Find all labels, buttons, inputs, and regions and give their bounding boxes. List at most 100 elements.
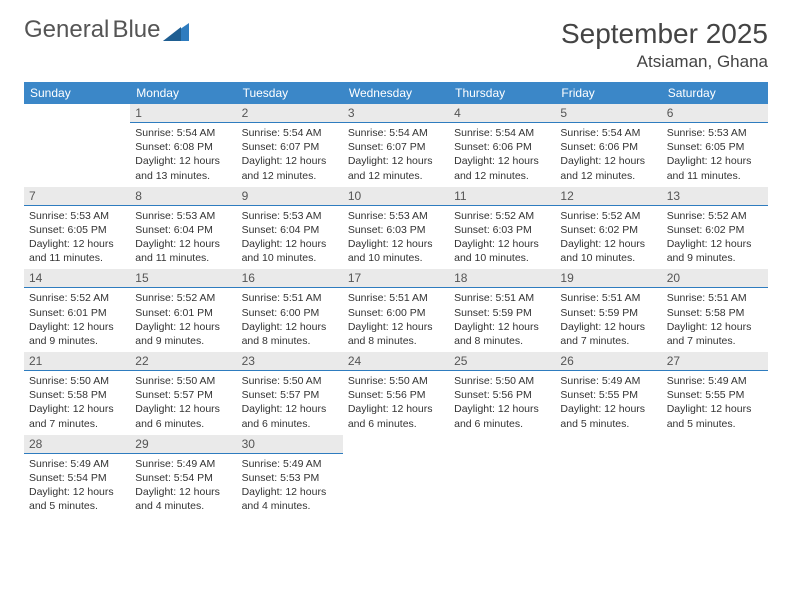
day-number: 1 (130, 104, 236, 123)
page-header: General Blue September 2025 Atsiaman, Gh… (24, 18, 768, 72)
day-number: 11 (449, 187, 555, 206)
day-details: Sunrise: 5:51 AMSunset: 5:59 PMDaylight:… (555, 288, 661, 352)
day-details: Sunrise: 5:49 AMSunset: 5:53 PMDaylight:… (237, 454, 343, 518)
month-title: September 2025 (561, 18, 768, 50)
day-number: 26 (555, 352, 661, 371)
day-number: 20 (662, 269, 768, 288)
day-number: 19 (555, 269, 661, 288)
day-number: 23 (237, 352, 343, 371)
weekday-header: Saturday (662, 82, 768, 104)
brand-name-2: Blue (112, 16, 160, 43)
calendar-cell: 27Sunrise: 5:49 AMSunset: 5:55 PMDayligh… (662, 352, 768, 435)
calendar-cell: .. (24, 104, 130, 187)
calendar-body: ..1Sunrise: 5:54 AMSunset: 6:08 PMDaylig… (24, 104, 768, 517)
weekday-header: Thursday (449, 82, 555, 104)
day-number: 24 (343, 352, 449, 371)
day-details: Sunrise: 5:54 AMSunset: 6:07 PMDaylight:… (343, 123, 449, 187)
calendar-cell: 16Sunrise: 5:51 AMSunset: 6:00 PMDayligh… (237, 269, 343, 352)
day-number: 6 (662, 104, 768, 123)
day-details: Sunrise: 5:54 AMSunset: 6:07 PMDaylight:… (237, 123, 343, 187)
calendar-cell: 14Sunrise: 5:52 AMSunset: 6:01 PMDayligh… (24, 269, 130, 352)
day-number: 25 (449, 352, 555, 371)
calendar-table: SundayMondayTuesdayWednesdayThursdayFrid… (24, 82, 768, 517)
calendar-cell: 22Sunrise: 5:50 AMSunset: 5:57 PMDayligh… (130, 352, 236, 435)
day-number: 2 (237, 104, 343, 123)
day-details: Sunrise: 5:49 AMSunset: 5:54 PMDaylight:… (24, 454, 130, 518)
day-number: 7 (24, 187, 130, 206)
calendar-header-row: SundayMondayTuesdayWednesdayThursdayFrid… (24, 82, 768, 104)
calendar-cell: 29Sunrise: 5:49 AMSunset: 5:54 PMDayligh… (130, 435, 236, 518)
calendar-cell: 13Sunrise: 5:52 AMSunset: 6:02 PMDayligh… (662, 187, 768, 270)
day-number: 5 (555, 104, 661, 123)
location-label: Atsiaman, Ghana (561, 52, 768, 72)
day-number: 8 (130, 187, 236, 206)
day-number: 13 (662, 187, 768, 206)
weekday-header: Wednesday (343, 82, 449, 104)
day-number: 16 (237, 269, 343, 288)
day-details: Sunrise: 5:51 AMSunset: 5:58 PMDaylight:… (662, 288, 768, 352)
day-number: 21 (24, 352, 130, 371)
day-details: Sunrise: 5:53 AMSunset: 6:03 PMDaylight:… (343, 206, 449, 270)
day-details: Sunrise: 5:50 AMSunset: 5:57 PMDaylight:… (130, 371, 236, 435)
day-number: 18 (449, 269, 555, 288)
day-details: Sunrise: 5:50 AMSunset: 5:56 PMDaylight:… (343, 371, 449, 435)
calendar-cell: 26Sunrise: 5:49 AMSunset: 5:55 PMDayligh… (555, 352, 661, 435)
day-number: 14 (24, 269, 130, 288)
calendar-cell: 17Sunrise: 5:51 AMSunset: 6:00 PMDayligh… (343, 269, 449, 352)
day-number: 4 (449, 104, 555, 123)
day-details: Sunrise: 5:53 AMSunset: 6:04 PMDaylight:… (237, 206, 343, 270)
title-block: September 2025 Atsiaman, Ghana (561, 18, 768, 72)
weekday-header: Friday (555, 82, 661, 104)
weekday-header: Sunday (24, 82, 130, 104)
calendar-cell: 6Sunrise: 5:53 AMSunset: 6:05 PMDaylight… (662, 104, 768, 187)
calendar-cell: 18Sunrise: 5:51 AMSunset: 5:59 PMDayligh… (449, 269, 555, 352)
calendar-cell: 20Sunrise: 5:51 AMSunset: 5:58 PMDayligh… (662, 269, 768, 352)
brand-logo: General Blue (24, 18, 189, 42)
calendar-cell: 4Sunrise: 5:54 AMSunset: 6:06 PMDaylight… (449, 104, 555, 187)
day-details: Sunrise: 5:52 AMSunset: 6:02 PMDaylight:… (555, 206, 661, 270)
day-details: Sunrise: 5:52 AMSunset: 6:01 PMDaylight:… (24, 288, 130, 352)
day-number: 28 (24, 435, 130, 454)
day-number: 15 (130, 269, 236, 288)
calendar-cell: 23Sunrise: 5:50 AMSunset: 5:57 PMDayligh… (237, 352, 343, 435)
day-number: 17 (343, 269, 449, 288)
day-number: 27 (662, 352, 768, 371)
calendar-cell: 5Sunrise: 5:54 AMSunset: 6:06 PMDaylight… (555, 104, 661, 187)
day-number: 22 (130, 352, 236, 371)
brand-name-1: General (24, 16, 109, 43)
calendar-cell: 25Sunrise: 5:50 AMSunset: 5:56 PMDayligh… (449, 352, 555, 435)
calendar-cell: 7Sunrise: 5:53 AMSunset: 6:05 PMDaylight… (24, 187, 130, 270)
day-details: Sunrise: 5:51 AMSunset: 6:00 PMDaylight:… (343, 288, 449, 352)
day-number: 12 (555, 187, 661, 206)
calendar-cell: 1Sunrise: 5:54 AMSunset: 6:08 PMDaylight… (130, 104, 236, 187)
day-details: Sunrise: 5:50 AMSunset: 5:57 PMDaylight:… (237, 371, 343, 435)
day-details: Sunrise: 5:49 AMSunset: 5:55 PMDaylight:… (555, 371, 661, 435)
calendar-cell: 15Sunrise: 5:52 AMSunset: 6:01 PMDayligh… (130, 269, 236, 352)
day-details: Sunrise: 5:53 AMSunset: 6:04 PMDaylight:… (130, 206, 236, 270)
day-number: 30 (237, 435, 343, 454)
weekday-header: Tuesday (237, 82, 343, 104)
calendar-cell: .. (555, 435, 661, 518)
calendar-cell: 28Sunrise: 5:49 AMSunset: 5:54 PMDayligh… (24, 435, 130, 518)
calendar-cell: 8Sunrise: 5:53 AMSunset: 6:04 PMDaylight… (130, 187, 236, 270)
day-details: Sunrise: 5:54 AMSunset: 6:08 PMDaylight:… (130, 123, 236, 187)
day-details: Sunrise: 5:52 AMSunset: 6:03 PMDaylight:… (449, 206, 555, 270)
weekday-header: Monday (130, 82, 236, 104)
calendar-cell: 3Sunrise: 5:54 AMSunset: 6:07 PMDaylight… (343, 104, 449, 187)
calendar-cell: 24Sunrise: 5:50 AMSunset: 5:56 PMDayligh… (343, 352, 449, 435)
calendar-cell: 9Sunrise: 5:53 AMSunset: 6:04 PMDaylight… (237, 187, 343, 270)
calendar-cell: 21Sunrise: 5:50 AMSunset: 5:58 PMDayligh… (24, 352, 130, 435)
day-details: Sunrise: 5:53 AMSunset: 6:05 PMDaylight:… (662, 123, 768, 187)
day-number: 9 (237, 187, 343, 206)
day-details: Sunrise: 5:50 AMSunset: 5:56 PMDaylight:… (449, 371, 555, 435)
day-details: Sunrise: 5:53 AMSunset: 6:05 PMDaylight:… (24, 206, 130, 270)
calendar-cell: .. (662, 435, 768, 518)
calendar-cell: .. (343, 435, 449, 518)
day-number: 10 (343, 187, 449, 206)
brand-triangle-icon (163, 19, 189, 41)
calendar-cell: 11Sunrise: 5:52 AMSunset: 6:03 PMDayligh… (449, 187, 555, 270)
calendar-cell: 19Sunrise: 5:51 AMSunset: 5:59 PMDayligh… (555, 269, 661, 352)
day-details: Sunrise: 5:50 AMSunset: 5:58 PMDaylight:… (24, 371, 130, 435)
day-details: Sunrise: 5:49 AMSunset: 5:55 PMDaylight:… (662, 371, 768, 435)
calendar-cell: 10Sunrise: 5:53 AMSunset: 6:03 PMDayligh… (343, 187, 449, 270)
